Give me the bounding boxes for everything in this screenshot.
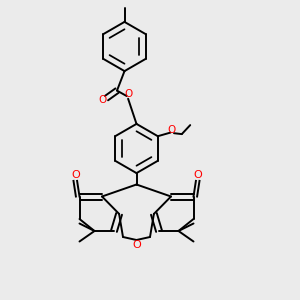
Text: O: O xyxy=(71,170,80,181)
Text: O: O xyxy=(193,170,202,181)
Text: O: O xyxy=(132,240,141,250)
Text: O: O xyxy=(168,125,176,135)
Text: O: O xyxy=(99,94,107,105)
Text: O: O xyxy=(124,88,132,99)
